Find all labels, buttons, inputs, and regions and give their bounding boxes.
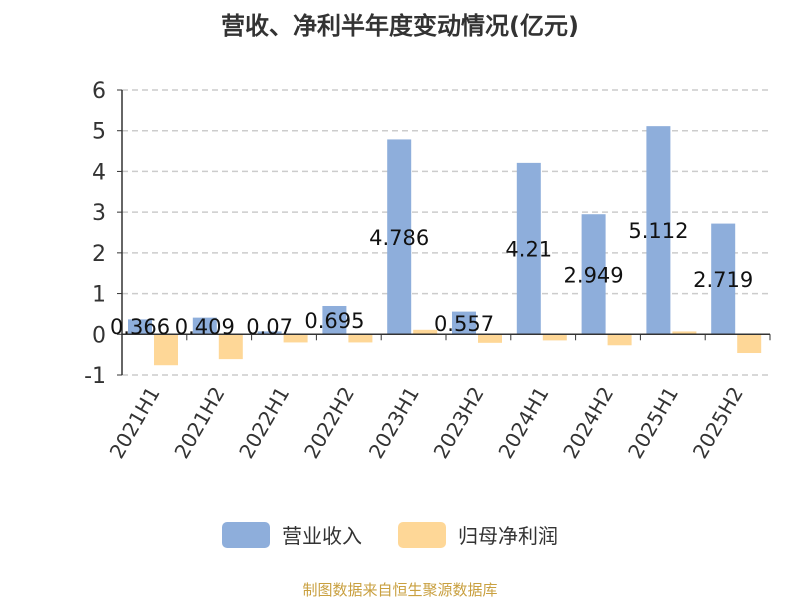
data-label: 4.786: [369, 226, 429, 250]
revenue-bar: [646, 126, 671, 335]
data-label: 0.07: [246, 315, 293, 339]
legend-swatch-revenue: [222, 522, 270, 548]
y-tick-label: 2: [92, 242, 106, 267]
chart-title: 营收、净利半年度变动情况(亿元): [221, 12, 579, 40]
profit-bar: [607, 334, 632, 346]
revenue-bar: [711, 223, 736, 335]
profit-bar: [283, 334, 308, 343]
x-tick-label: 2025H1: [623, 383, 683, 463]
x-tick-label: 2023H1: [364, 383, 424, 463]
legend-swatch-profit: [398, 522, 446, 548]
y-tick-label: 1: [92, 283, 106, 308]
revenue-bar: [452, 311, 476, 335]
y-tick-label: 4: [92, 160, 106, 185]
y-tick-label: 5: [92, 120, 106, 145]
x-tick-label: 2023H2: [429, 383, 489, 463]
data-label: 5.112: [628, 219, 688, 243]
profit-bar: [218, 334, 243, 360]
profit-bar: [478, 334, 502, 343]
revenue-bar: [516, 162, 541, 335]
revenue-bar: [581, 214, 606, 335]
legend: 营业收入 归母净利润: [222, 522, 558, 548]
data-label: 0.409: [175, 315, 235, 339]
profit-bar: [672, 331, 697, 335]
y-tick-label: 6: [92, 79, 106, 104]
x-tick-label: 2022H1: [234, 383, 294, 463]
x-tick-label: 2021H2: [169, 383, 229, 463]
revenue-bar: [257, 331, 282, 335]
profit-bar: [413, 329, 438, 335]
profit-bar: [737, 334, 762, 354]
data-label: 4.21: [505, 238, 552, 262]
profit-bar: [154, 334, 178, 366]
legend-label-revenue: 营业收入: [282, 524, 362, 548]
revenue-bar: [128, 319, 152, 335]
revenue-bar: [192, 317, 217, 335]
data-label: 0.695: [304, 309, 364, 333]
x-tick-label: 2024H1: [493, 383, 553, 463]
y-tick-label: 3: [92, 201, 106, 226]
data-label: 0.366: [110, 315, 170, 339]
data-label: 0.557: [434, 312, 494, 336]
revenue-bar: [322, 305, 347, 335]
footer-source: 制图数据来自恒生聚源数据库: [302, 581, 497, 599]
profit-bar: [542, 334, 567, 341]
data-label: 2.719: [693, 268, 753, 292]
x-tick-label: 2024H2: [558, 383, 618, 463]
profit-bar: [348, 334, 373, 343]
legend-label-profit: 归母净利润: [458, 524, 558, 548]
data-label: 2.949: [564, 263, 624, 287]
y-tick-label: -1: [84, 364, 106, 389]
y-tick-label: 0: [92, 323, 106, 348]
revenue-bar: [387, 139, 412, 335]
x-tick-label: 2025H2: [688, 383, 748, 463]
x-tick-label: 2021H1: [105, 383, 165, 463]
x-tick-label: 2022H2: [299, 383, 359, 463]
